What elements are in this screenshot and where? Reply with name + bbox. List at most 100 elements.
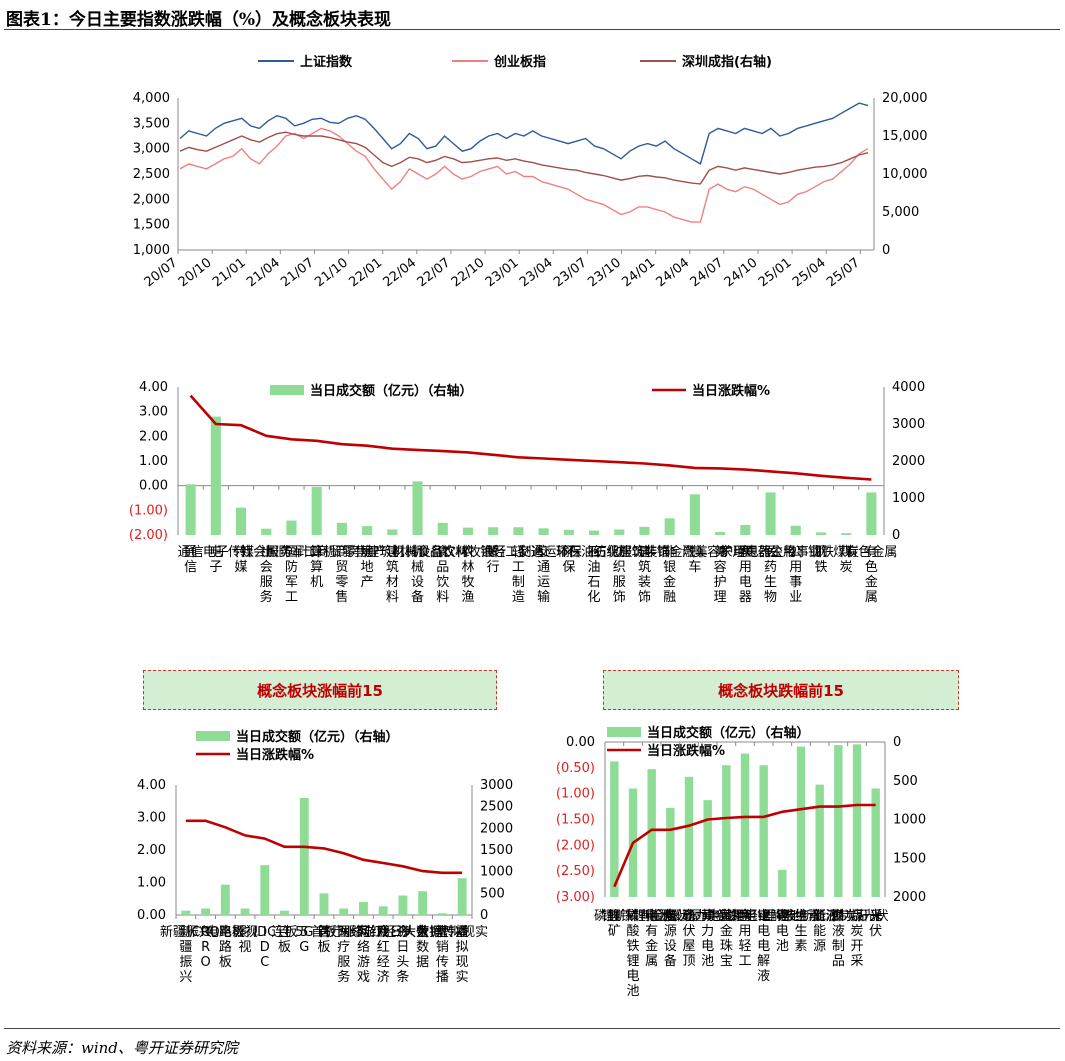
y-right-tick: 5,000 [882, 205, 919, 220]
amount-bar [260, 865, 270, 915]
amount-bar [815, 532, 827, 535]
amount-bar [778, 869, 787, 897]
y-right-tick: 0 [892, 528, 900, 543]
y-right-tick: 2000 [480, 821, 513, 836]
y-left-tick: 1,500 [133, 218, 170, 233]
y-left-tick: 4,000 [133, 91, 170, 106]
source-note: 资料来源：wind、粤开证券研究院 [6, 1039, 238, 1057]
amount-bar [703, 800, 712, 897]
y-right-tick: 15,000 [882, 129, 928, 144]
concept-losers-chart: 当日成交额（亿元）（右轴） 当日涨跌幅% 0.00 (0.50) (1.00) (1.50… [556, 725, 926, 999]
y-right-tick: 1500 [480, 843, 513, 858]
legend-label-2: 深圳成指(右轴) [682, 54, 772, 70]
y-left-tick: (0.50) [556, 761, 595, 776]
x-tick-label: 22/07 [415, 255, 454, 290]
amount-bar [866, 492, 877, 535]
amount-bar [684, 776, 694, 897]
amount-bar [418, 891, 428, 915]
x-tick-label: 21/10 [312, 255, 351, 290]
amount-bar [538, 528, 549, 535]
x-tick-label: 23/04 [517, 255, 556, 290]
y-left-tick: 2,500 [133, 167, 170, 182]
y-right-tick: 2000 [893, 890, 926, 905]
y-right-tick: 2000 [892, 454, 925, 469]
y-left-tick: (2.00) [129, 528, 168, 543]
y-left-tick: (1.00) [556, 787, 595, 802]
amount-bar [299, 798, 309, 915]
index-line-chart: 上证指数 创业板指 深圳成指(右轴) 1,000 1,500 2,000 2,500 3,00… [133, 54, 928, 290]
x-tick-label: 21/04 [244, 255, 283, 290]
y-left-tick: 1,000 [133, 243, 170, 258]
amount-bar [639, 526, 650, 535]
y-right-tick: 0 [893, 735, 901, 750]
y-left-tick: 2.00 [137, 843, 166, 858]
y-right-tick: 500 [480, 886, 505, 901]
amount-bar [437, 522, 448, 535]
y-right-tick: 500 [893, 774, 918, 789]
amount-bar [647, 769, 656, 897]
amount-bar [790, 525, 801, 535]
amount-bar [841, 533, 852, 535]
amount-bar [185, 484, 196, 535]
x-tick-label: 24/10 [722, 255, 761, 290]
y-left-tick: (1.00) [129, 503, 168, 518]
legend-bar-swatch [607, 727, 641, 737]
y-left-tick: 2,000 [133, 192, 170, 207]
legend-bar-swatch [270, 385, 304, 395]
amount-bar [563, 529, 574, 535]
amount-bar [201, 908, 211, 915]
amount-bar [740, 753, 750, 897]
x-tick-label: 25/04 [790, 255, 829, 290]
amount-bar [689, 494, 700, 535]
amount-bar [796, 746, 806, 897]
amount-bar [513, 527, 524, 535]
bottom-divider [4, 1028, 1060, 1029]
y-left-tick: 2.00 [139, 429, 168, 444]
x-tick-label: 25/07 [824, 255, 863, 290]
x-tick-label: 20/10 [176, 255, 215, 290]
x-tick-label: 21/01 [210, 255, 249, 290]
x-tick-label: 22/04 [381, 255, 420, 290]
amount-bar [765, 492, 776, 535]
legend-label-change: 当日涨跌幅% [647, 743, 725, 759]
amount-bar [235, 507, 247, 535]
amount-bar [815, 784, 824, 897]
x-tick-label: 25/01 [756, 255, 795, 290]
x-tick-label: 24/01 [619, 255, 658, 290]
y-left-tick: 1.00 [137, 876, 166, 891]
industry-bar-line-chart: 当日成交额（亿元）（右轴） 当日涨跌幅% 4.00 3.00 2.00 1.00 0.00 (… [129, 380, 925, 605]
x-tick-label: 22/10 [449, 255, 488, 290]
category-label: 钢铁钢铁 [808, 545, 834, 575]
legend-label-amount: 当日成交额（亿元）（右轴） [647, 725, 810, 741]
y-right-tick: 3000 [892, 417, 925, 432]
amount-bar [336, 522, 347, 535]
y-right-tick: 10,000 [882, 167, 928, 182]
amount-bar [220, 884, 230, 915]
legend-bar-swatch [196, 731, 230, 741]
y-right-tick: 1000 [480, 865, 513, 880]
y-left-tick: 4.00 [137, 778, 166, 793]
legend-label-change: 当日涨跌幅% [692, 383, 770, 399]
y-left-tick: (2.50) [556, 864, 595, 879]
x-tick-label: 23/07 [551, 255, 590, 290]
category-label: 光伏光伏 [863, 909, 889, 939]
y-left-tick: 3,500 [133, 116, 170, 131]
category-label: 有色金属有色金属 [845, 544, 897, 605]
y-right-tick: 20,000 [882, 91, 928, 106]
amount-bar [462, 527, 474, 535]
amount-bar [311, 486, 322, 535]
amount-bar [181, 910, 191, 915]
series-line-1 [179, 127, 869, 223]
y-left-tick: 0.00 [139, 479, 168, 494]
concept-gainers-chart: 当日成交额（亿元）（右轴） 当日涨跌幅% 4.00 3.00 2.00 1.00 0.00 3… [137, 729, 513, 985]
amount-bar [834, 745, 843, 897]
y-left-tick: 4.00 [139, 380, 168, 395]
amount-bar [759, 765, 768, 897]
change-line [189, 394, 872, 481]
y-left-tick: (1.50) [556, 813, 595, 828]
y-left-tick: 0.00 [566, 735, 595, 750]
x-tick-label: 24/04 [653, 255, 692, 290]
amount-bar [286, 520, 297, 535]
x-tick-label: 23/10 [585, 255, 624, 290]
amount-bar [614, 529, 625, 535]
